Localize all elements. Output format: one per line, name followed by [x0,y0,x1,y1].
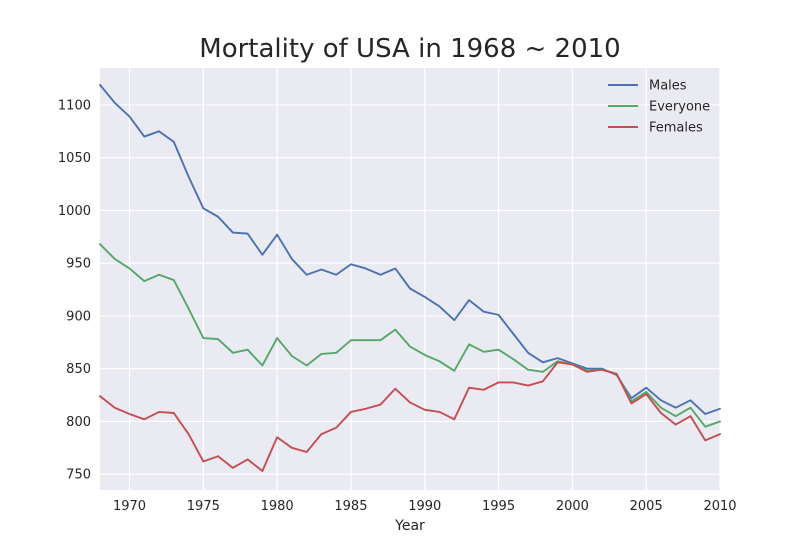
x-tick-label: 1975 [187,499,220,514]
x-tick-label: 1990 [408,499,441,514]
y-axis-ticks: 750 800 850 900 950 1000 1050 1100 [58,98,91,482]
y-tick-label: 1100 [58,98,91,113]
legend-label: Everyone [649,100,710,115]
series-lines [99,83,721,472]
legend-item-everyone: Everyone [608,100,710,115]
y-tick-label: 1000 [58,204,91,219]
x-tick-label: 1970 [113,499,146,514]
chart-title: Mortality of USA in 1968 ~ 2010 [199,34,620,64]
x-tick-label: 2000 [556,499,589,514]
y-tick-label: 950 [66,257,91,272]
legend-item-males: Males [608,79,687,94]
legend-label: Females [649,121,703,136]
legend-label: Males [649,79,687,94]
legend-item-females: Females [608,121,703,136]
y-tick-label: 850 [66,362,91,377]
x-tick-label: 2010 [703,499,736,514]
grid-lines [100,68,721,490]
y-tick-label: 800 [66,415,91,430]
y-tick-label: 900 [66,309,91,324]
series-line-females [99,361,721,472]
x-axis-label: Year [394,518,425,534]
x-axis-ticks: 1970 1975 1980 1985 1990 1995 2000 2005 2010 [113,499,737,514]
y-tick-label: 750 [66,468,91,483]
plot-area [100,68,720,490]
x-tick-label: 1985 [334,499,367,514]
y-tick-label: 1050 [58,151,91,166]
x-tick-label: 1980 [261,499,294,514]
x-tick-label: 2005 [630,499,663,514]
legend: Males Everyone Females [608,79,710,136]
x-tick-label: 1995 [482,499,515,514]
